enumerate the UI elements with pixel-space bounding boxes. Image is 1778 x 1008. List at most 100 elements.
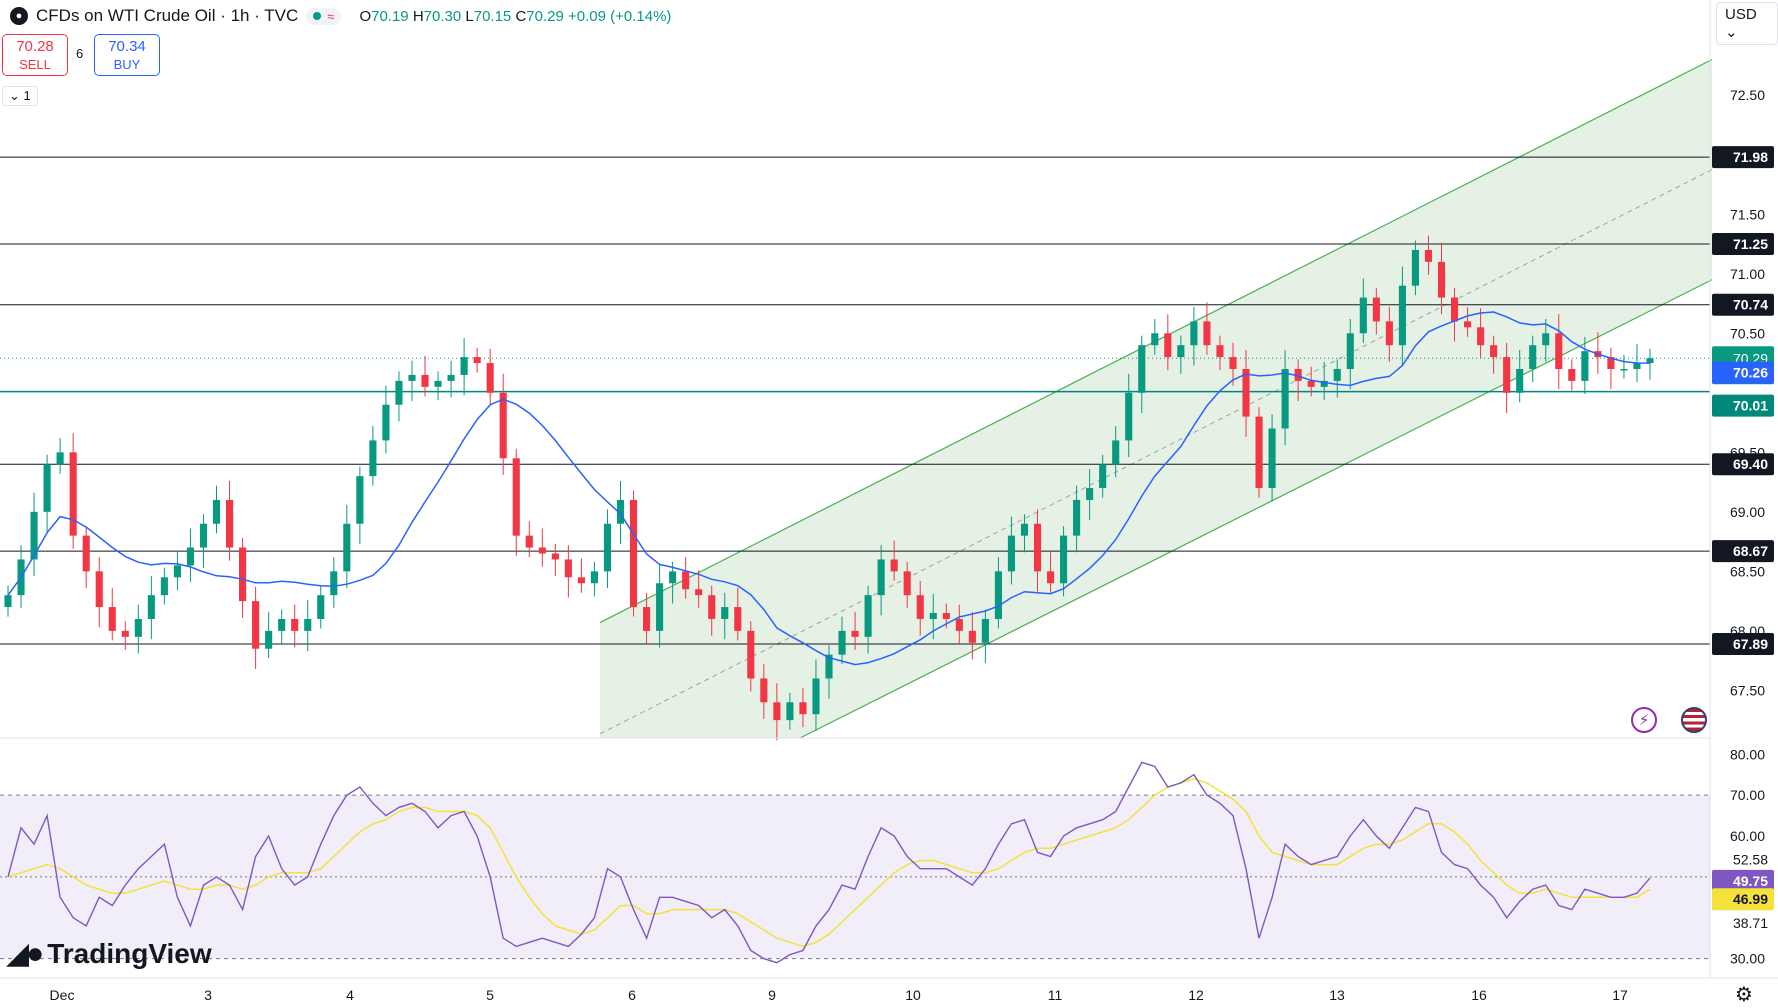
candle[interactable] xyxy=(590,571,598,584)
candle[interactable] xyxy=(734,607,742,631)
regression-channel-median[interactable] xyxy=(599,169,1713,735)
candle[interactable] xyxy=(121,630,129,637)
candle[interactable] xyxy=(1151,333,1159,346)
candle[interactable] xyxy=(825,654,833,679)
candle[interactable] xyxy=(212,499,221,524)
candle[interactable] xyxy=(1568,369,1576,381)
candle[interactable] xyxy=(1503,357,1511,393)
candle[interactable] xyxy=(1490,345,1498,358)
candle[interactable] xyxy=(1190,321,1198,346)
candle[interactable] xyxy=(1164,333,1172,358)
candle[interactable] xyxy=(1477,327,1485,346)
candle[interactable] xyxy=(1633,363,1641,369)
candle[interactable] xyxy=(877,559,885,596)
candle[interactable] xyxy=(473,357,481,364)
candle[interactable] xyxy=(186,547,194,566)
buy-button[interactable]: 70.34 BUY xyxy=(94,34,160,76)
candle[interactable] xyxy=(1450,297,1459,322)
candle[interactable] xyxy=(890,559,898,572)
candle[interactable] xyxy=(173,565,181,578)
candle[interactable] xyxy=(1099,464,1107,489)
candle[interactable] xyxy=(1020,523,1029,536)
candle[interactable] xyxy=(1437,261,1446,298)
candle[interactable] xyxy=(577,577,585,584)
candle[interactable] xyxy=(421,374,429,387)
candle[interactable] xyxy=(343,523,351,572)
candle[interactable] xyxy=(1060,535,1068,584)
time-axis[interactable]: Dec 3 4 5 6 9 10 11 12 13 16 17 xyxy=(50,987,1628,1003)
candle[interactable] xyxy=(708,595,716,619)
candle[interactable] xyxy=(1398,285,1406,346)
candle[interactable] xyxy=(1138,345,1146,393)
candle[interactable] xyxy=(95,571,103,608)
candle[interactable] xyxy=(1033,523,1042,572)
candle[interactable] xyxy=(30,511,38,560)
us-flag-icon[interactable] xyxy=(1681,707,1707,733)
candle[interactable] xyxy=(199,523,208,548)
candle[interactable] xyxy=(1007,535,1015,572)
candle[interactable] xyxy=(942,613,950,619)
candle[interactable] xyxy=(773,702,781,721)
candle[interactable] xyxy=(304,618,312,631)
candle[interactable] xyxy=(538,547,546,554)
candle[interactable] xyxy=(225,499,234,548)
candle[interactable] xyxy=(1125,392,1133,441)
candle[interactable] xyxy=(512,458,520,536)
candle[interactable] xyxy=(551,553,559,560)
candle[interactable] xyxy=(1607,357,1615,369)
candle[interactable] xyxy=(486,363,494,393)
rsi-line[interactable] xyxy=(7,761,1651,964)
sell-button[interactable]: 70.28 SELL xyxy=(2,34,68,76)
candle[interactable] xyxy=(916,595,924,619)
candle[interactable] xyxy=(1333,369,1341,381)
candle[interactable] xyxy=(239,547,247,602)
candle[interactable] xyxy=(695,589,703,596)
market-status[interactable]: ≈ xyxy=(306,7,342,25)
candle[interactable] xyxy=(643,607,651,631)
candle[interactable] xyxy=(499,392,507,459)
candle[interactable] xyxy=(682,571,690,590)
candle[interactable] xyxy=(4,595,12,608)
candle[interactable] xyxy=(968,630,976,643)
candle[interactable] xyxy=(252,601,260,649)
candle[interactable] xyxy=(1307,380,1315,387)
lightning-icon[interactable]: ⚡ xyxy=(1631,707,1657,733)
candle[interactable] xyxy=(434,380,442,387)
candle[interactable] xyxy=(56,452,64,465)
candle[interactable] xyxy=(1385,321,1393,346)
candle[interactable] xyxy=(799,702,807,715)
candle[interactable] xyxy=(1516,369,1524,393)
candle[interactable] xyxy=(760,678,768,703)
symbol-title[interactable]: CFDs on WTI Crude Oil · 1h · TVC xyxy=(36,6,299,25)
candle[interactable] xyxy=(903,571,911,596)
candle[interactable] xyxy=(134,618,142,637)
candle[interactable] xyxy=(356,476,364,524)
settings-icon[interactable]: ⚙ xyxy=(1735,984,1753,1006)
candle[interactable] xyxy=(851,630,859,637)
candle[interactable] xyxy=(1411,249,1419,286)
candle[interactable] xyxy=(1464,321,1472,328)
currency-selector[interactable]: USD ⌄ xyxy=(1716,2,1778,45)
candle[interactable] xyxy=(721,607,729,619)
candle[interactable] xyxy=(382,404,390,441)
candle[interactable] xyxy=(929,613,937,619)
candle[interactable] xyxy=(1424,249,1433,262)
candle[interactable] xyxy=(1620,369,1628,371)
candle[interactable] xyxy=(955,618,963,631)
rsi-ma-line[interactable] xyxy=(7,778,1651,948)
candle[interactable] xyxy=(1320,380,1328,387)
candle[interactable] xyxy=(1281,369,1289,429)
candle[interactable] xyxy=(1529,345,1537,369)
candle[interactable] xyxy=(82,535,90,572)
regression-channel-fill[interactable] xyxy=(600,59,1712,739)
candle[interactable] xyxy=(1086,488,1094,500)
candle[interactable] xyxy=(1359,297,1367,334)
candle[interactable] xyxy=(525,535,533,548)
candle[interactable] xyxy=(1372,297,1380,322)
candle[interactable] xyxy=(786,702,794,721)
candle[interactable] xyxy=(278,618,286,631)
candle[interactable] xyxy=(669,571,677,584)
candle[interactable] xyxy=(1346,333,1354,369)
candle[interactable] xyxy=(629,499,638,608)
